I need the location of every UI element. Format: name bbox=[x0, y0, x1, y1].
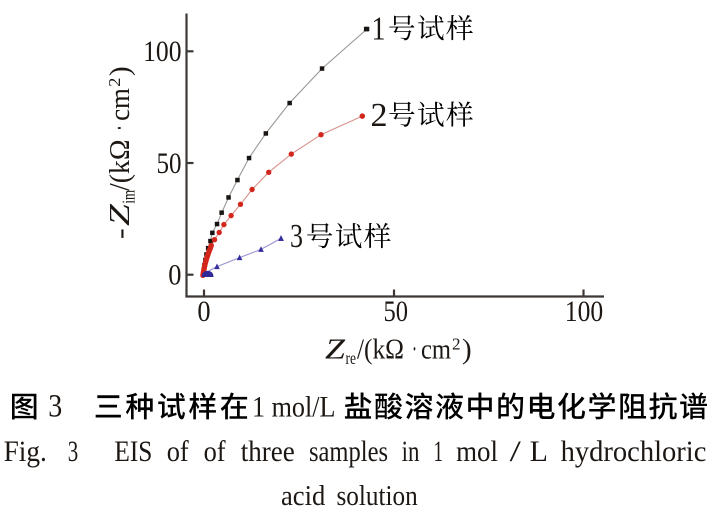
svg-text:1 mol/L: 1 mol/L bbox=[252, 391, 336, 424]
svg-text:acid: acid bbox=[281, 480, 326, 510]
svg-text:of: of bbox=[204, 435, 226, 468]
svg-text:Z: Z bbox=[104, 203, 136, 226]
svg-text:0: 0 bbox=[168, 259, 181, 292]
svg-text:Z: Z bbox=[325, 334, 346, 366]
svg-text:re: re bbox=[346, 348, 357, 368]
svg-text:hydrochloric: hydrochloric bbox=[561, 435, 707, 468]
svg-text:1: 1 bbox=[434, 435, 444, 468]
svg-text:): ) bbox=[462, 334, 472, 366]
svg-text:EIS: EIS bbox=[114, 435, 152, 468]
svg-text:2: 2 bbox=[452, 335, 461, 354]
svg-text:-: - bbox=[104, 228, 136, 239]
svg-text:Fig.: Fig. bbox=[4, 435, 47, 468]
svg-text:50: 50 bbox=[157, 147, 182, 180]
svg-text:1: 1 bbox=[372, 10, 386, 47]
svg-text:3: 3 bbox=[68, 435, 79, 468]
svg-text:of: of bbox=[167, 435, 189, 468]
svg-text:50: 50 bbox=[383, 295, 408, 328]
svg-text:/: / bbox=[510, 435, 522, 468]
svg-text:0: 0 bbox=[197, 295, 210, 328]
svg-text:L: L bbox=[530, 435, 548, 468]
svg-text:2: 2 bbox=[371, 97, 388, 134]
svg-text:mol: mol bbox=[456, 435, 498, 468]
svg-text:solution: solution bbox=[337, 480, 419, 510]
svg-text:in: in bbox=[402, 435, 420, 468]
svg-text:cm: cm bbox=[104, 88, 136, 121]
svg-text:three: three bbox=[241, 435, 295, 468]
svg-text:3: 3 bbox=[290, 218, 303, 255]
svg-text:/(kΩ: /(kΩ bbox=[357, 334, 404, 366]
svg-text:100: 100 bbox=[565, 295, 603, 328]
svg-text:100: 100 bbox=[143, 35, 181, 68]
svg-text:2: 2 bbox=[105, 78, 124, 87]
svg-text:samples: samples bbox=[309, 435, 388, 468]
svg-text:3: 3 bbox=[48, 389, 62, 425]
svg-text:): ) bbox=[104, 66, 136, 76]
svg-text:·: · bbox=[412, 334, 417, 366]
svg-text:cm: cm bbox=[421, 334, 451, 366]
svg-text:im: im bbox=[119, 190, 139, 204]
svg-text:·: · bbox=[104, 125, 136, 131]
svg-text:/(kΩ: /(kΩ bbox=[104, 140, 136, 192]
